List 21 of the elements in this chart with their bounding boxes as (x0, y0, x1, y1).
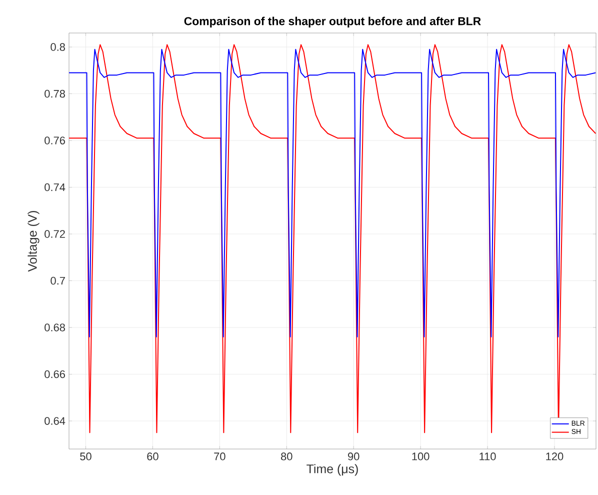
y-tick-label: 0.7 (50, 276, 65, 285)
y-tick-label: 0.72 (44, 230, 65, 238)
x-tick-label: 50 (80, 452, 92, 460)
x-tick-label: 120 (546, 452, 564, 460)
x-tick-label: 70 (214, 452, 226, 460)
y-axis-title: Voltage (V) (28, 210, 40, 272)
y-tick-label: 0.8 (50, 43, 65, 51)
x-tick-label: 110 (480, 452, 496, 460)
x-tick-label: 100 (412, 452, 430, 460)
x-tick-label: 80 (281, 452, 292, 460)
y-tick-label: 0.66 (44, 370, 65, 378)
x-tick-label: 90 (348, 452, 360, 460)
line-series (69, 48, 596, 338)
x-tick-label: 60 (147, 452, 158, 460)
chart-title: Comparison of the shaper output before and after BLR (184, 16, 481, 28)
y-tick-label: 0.78 (44, 90, 65, 98)
y-tick-label: 0.74 (44, 183, 66, 192)
y-tick-label: 0.68 (44, 324, 65, 332)
x-axis-title: Time (μs) (306, 464, 358, 476)
y-tick-label: 0.64 (44, 417, 66, 425)
y-tick-label: 0.76 (44, 136, 65, 144)
